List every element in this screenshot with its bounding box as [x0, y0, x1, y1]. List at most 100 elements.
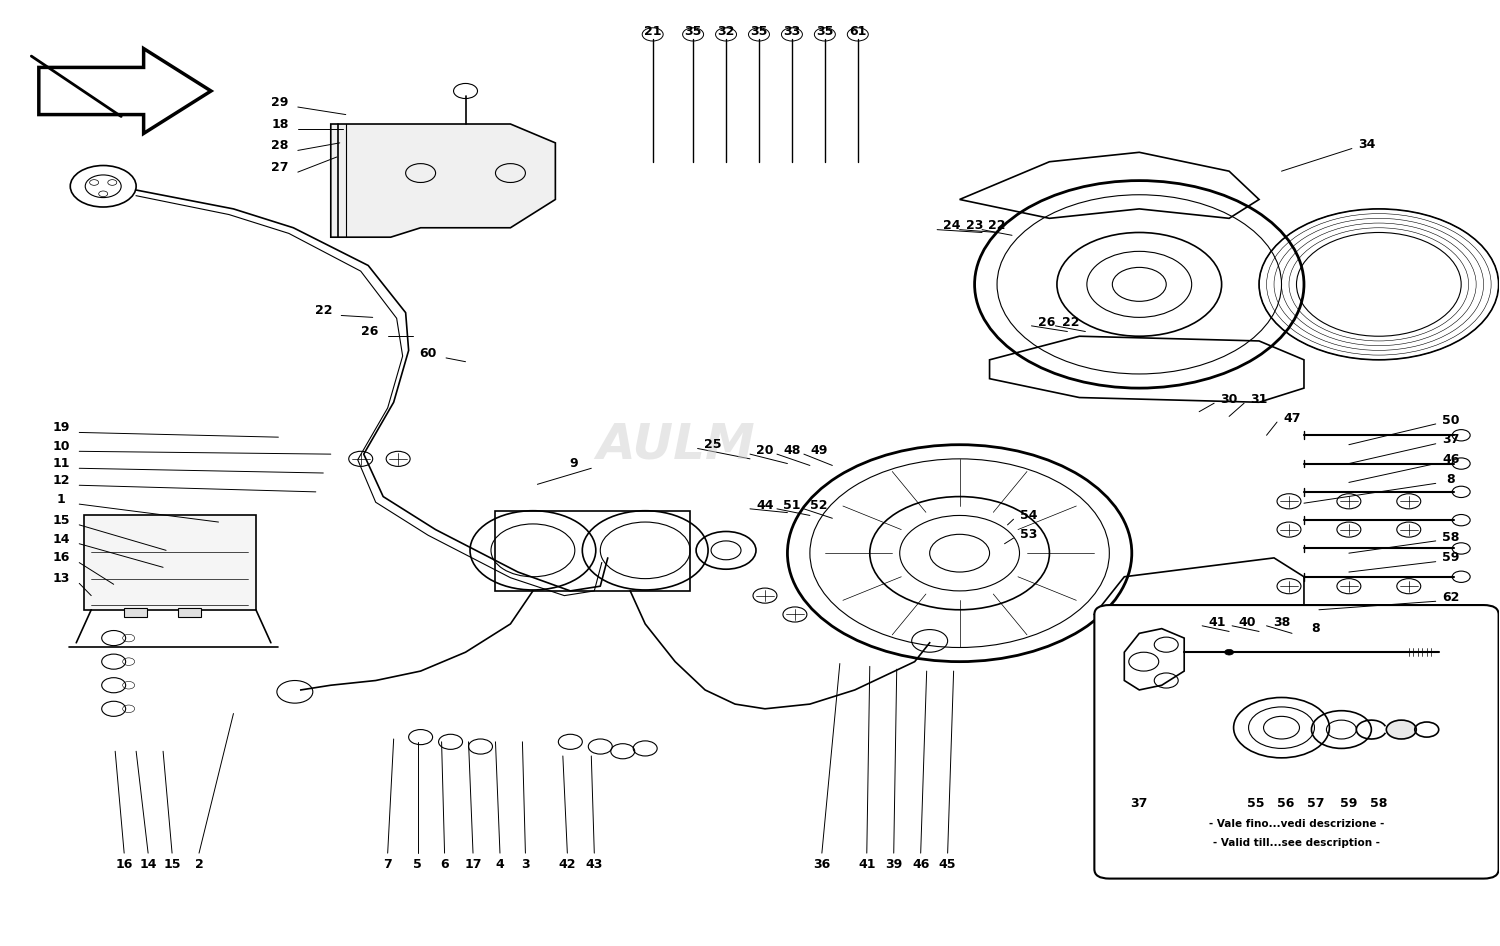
Text: 16: 16 — [53, 552, 70, 565]
Text: 2: 2 — [195, 858, 204, 871]
Text: 43: 43 — [585, 858, 603, 871]
Circle shape — [1452, 458, 1470, 469]
Text: 31: 31 — [1251, 393, 1268, 406]
Circle shape — [642, 27, 663, 41]
Text: 35: 35 — [816, 26, 834, 38]
Circle shape — [1386, 720, 1416, 739]
Circle shape — [1224, 649, 1233, 655]
Text: 41: 41 — [858, 858, 876, 871]
Polygon shape — [332, 124, 555, 237]
Text: 22: 22 — [315, 305, 332, 317]
Text: 4: 4 — [495, 858, 504, 871]
Text: - Vale fino...vedi descrizione -: - Vale fino...vedi descrizione - — [1209, 819, 1384, 829]
Text: 25: 25 — [704, 438, 722, 451]
Text: 55: 55 — [1248, 797, 1264, 810]
Text: 32: 32 — [717, 26, 735, 38]
Text: 37: 37 — [1131, 797, 1148, 810]
Text: 46: 46 — [912, 858, 930, 871]
Text: 37: 37 — [1442, 433, 1460, 447]
Circle shape — [1452, 486, 1470, 498]
Text: 29: 29 — [272, 96, 288, 109]
Circle shape — [1452, 571, 1470, 583]
Bar — [124, 608, 147, 618]
Text: 52: 52 — [810, 499, 828, 512]
Text: 18: 18 — [272, 117, 288, 131]
Text: 30: 30 — [1221, 393, 1238, 406]
Text: - Valid till...see description -: - Valid till...see description - — [1214, 838, 1380, 848]
Circle shape — [716, 27, 736, 41]
Text: 34: 34 — [1358, 138, 1376, 151]
Circle shape — [815, 27, 836, 41]
Text: 22: 22 — [1062, 316, 1078, 328]
Text: 39: 39 — [885, 858, 903, 871]
FancyBboxPatch shape — [1095, 605, 1498, 879]
Text: 15: 15 — [53, 514, 70, 527]
Text: 22: 22 — [988, 219, 1006, 233]
Text: 23: 23 — [966, 219, 984, 233]
Text: 38: 38 — [1274, 616, 1290, 628]
Text: 9: 9 — [568, 457, 578, 470]
Circle shape — [782, 27, 802, 41]
Text: 11: 11 — [53, 457, 70, 470]
Text: 44: 44 — [756, 499, 774, 512]
Text: 27: 27 — [272, 161, 288, 174]
Circle shape — [1452, 429, 1470, 441]
Text: 33: 33 — [783, 26, 801, 38]
Text: 58: 58 — [1442, 531, 1460, 544]
Text: 13: 13 — [53, 572, 70, 586]
Text: 35: 35 — [684, 26, 702, 38]
Text: 40: 40 — [1239, 616, 1256, 628]
Text: 17: 17 — [465, 858, 482, 871]
Text: 14: 14 — [53, 533, 70, 546]
Text: 56: 56 — [1278, 797, 1294, 810]
Bar — [495, 511, 690, 591]
Text: 36: 36 — [813, 858, 831, 871]
Text: 45: 45 — [939, 858, 957, 871]
Text: 59: 59 — [1442, 552, 1460, 565]
Text: 26: 26 — [362, 325, 378, 338]
Bar — [84, 516, 256, 610]
Text: 54: 54 — [1020, 509, 1036, 522]
Text: 46: 46 — [1442, 453, 1460, 466]
Text: 26: 26 — [1038, 316, 1054, 328]
Text: 49: 49 — [810, 444, 828, 457]
Circle shape — [1452, 515, 1470, 526]
Text: 19: 19 — [53, 421, 70, 434]
Text: 5: 5 — [413, 858, 422, 871]
Text: 8: 8 — [1446, 473, 1455, 486]
Text: 50: 50 — [1442, 413, 1460, 427]
Text: 57: 57 — [1306, 797, 1324, 810]
Text: 60: 60 — [420, 347, 436, 359]
Text: 15: 15 — [164, 858, 182, 871]
Circle shape — [1452, 543, 1470, 554]
Text: 53: 53 — [1020, 528, 1036, 541]
Text: 28: 28 — [272, 139, 288, 152]
Text: 48: 48 — [783, 444, 801, 457]
Text: 8: 8 — [1311, 622, 1320, 635]
Text: 47: 47 — [1282, 412, 1300, 425]
Text: 1: 1 — [57, 493, 66, 506]
Circle shape — [847, 27, 868, 41]
Text: 59: 59 — [1340, 797, 1358, 810]
Text: 7: 7 — [384, 858, 392, 871]
Text: 61: 61 — [849, 26, 867, 38]
Text: 16: 16 — [116, 858, 134, 871]
Bar — [178, 608, 201, 618]
Text: 14: 14 — [140, 858, 158, 871]
Text: AULM: AULM — [596, 421, 754, 468]
Text: 6: 6 — [441, 858, 448, 871]
Text: 62: 62 — [1442, 591, 1460, 604]
Text: 58: 58 — [1370, 797, 1388, 810]
Text: 51: 51 — [783, 499, 801, 512]
Text: 41: 41 — [1209, 616, 1225, 628]
Text: 21: 21 — [644, 26, 662, 38]
Circle shape — [748, 27, 770, 41]
Text: 3: 3 — [520, 858, 530, 871]
Text: 24: 24 — [944, 219, 962, 233]
Text: 20: 20 — [756, 444, 774, 457]
Circle shape — [682, 27, 703, 41]
Text: 12: 12 — [53, 474, 70, 487]
Text: 10: 10 — [53, 440, 70, 453]
Text: 35: 35 — [750, 26, 768, 38]
Text: 42: 42 — [558, 858, 576, 871]
